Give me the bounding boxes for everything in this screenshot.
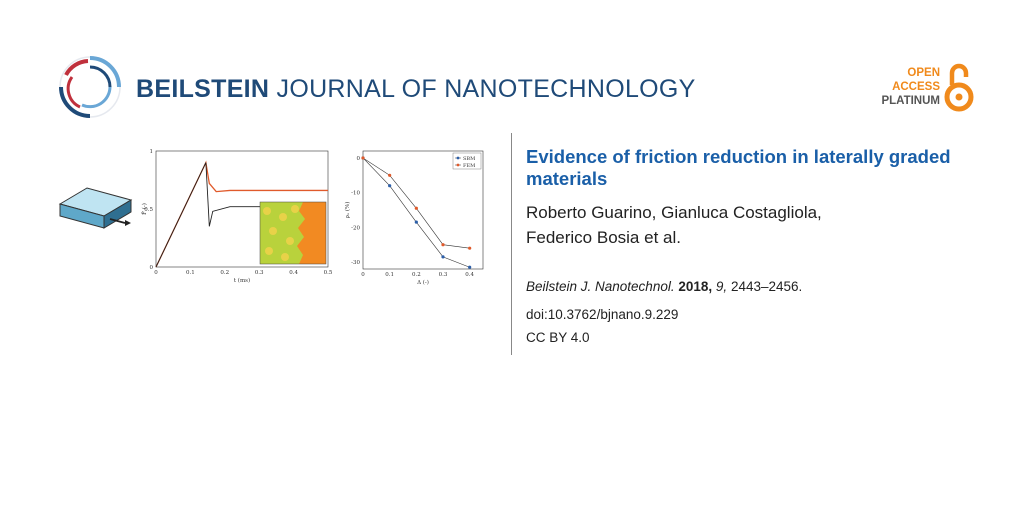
chart1-inset xyxy=(259,201,327,265)
chart1-x-label: t (ms) xyxy=(234,277,250,284)
chart2-point xyxy=(361,156,365,160)
inset-spot xyxy=(269,227,277,235)
journal-header: BEILSTEIN JOURNAL OF NANOTECHNOLOGY OPEN… xyxy=(58,55,974,119)
chart2-y-tick: -30 xyxy=(351,260,360,266)
badge-open: OPEN xyxy=(907,67,940,79)
chart1-y-tick: 1 xyxy=(150,149,154,155)
citation-journal: Beilstein J. Nanotechnol. xyxy=(526,279,675,294)
inset-border xyxy=(259,201,327,265)
chart2-frame xyxy=(362,150,484,270)
citation-pages: 2443–2456. xyxy=(730,279,803,294)
chart2-x-tick: 0.1 xyxy=(385,272,394,278)
chart1-y-tick: 0.5 xyxy=(144,207,153,213)
authors-line-2: Federico Bosia et al. xyxy=(526,228,681,247)
force-time-chart: 0 0.1 0.2 0.3 0.4 0.5 0 0.5 1 t (ms) F̄ (-) xyxy=(141,149,333,284)
chart2-x-label: Δ (-) xyxy=(417,279,429,286)
chart2-point xyxy=(441,243,445,247)
inset-spot xyxy=(291,205,299,213)
chart2-point xyxy=(468,265,472,269)
chart2-point xyxy=(388,173,392,177)
chart2-point xyxy=(468,246,472,250)
badge-platinum: PLATINUM xyxy=(881,95,940,107)
chart2-y-tick: -20 xyxy=(351,225,360,231)
chart2-point xyxy=(414,220,418,224)
journal-name-rest: JOURNAL OF NANOTECHNOLOGY xyxy=(276,75,696,103)
graded-block-illustration xyxy=(58,187,133,229)
chart2-x-tick: 0.3 xyxy=(439,272,448,278)
graphical-abstract: 0 0.1 0.2 0.3 0.4 0.5 0 0.5 1 t (ms) F̄ (-) 0 0.1 0.… xyxy=(58,149,484,286)
chart2-point xyxy=(441,255,445,259)
open-access-badge: OPEN ACCESS PLATINUM xyxy=(880,61,1000,117)
inset-spot xyxy=(279,213,287,221)
legend-marker xyxy=(456,156,460,160)
journal-name-bold: BEILSTEIN xyxy=(136,75,270,103)
authors-line-1: Roberto Guarino, Gianluca Costagliola, xyxy=(526,203,822,222)
chart1-y-tick: 0 xyxy=(150,265,154,271)
chart2-series-line xyxy=(362,157,470,249)
chart1-x-tick: 0.4 xyxy=(289,270,298,276)
article-citation: Beilstein J. Nanotechnol. 2018, 9, 2443–… xyxy=(526,279,802,294)
chart1-series-line xyxy=(155,162,294,268)
chart2-x-tick: 0.4 xyxy=(465,272,474,278)
inset-spot xyxy=(263,207,271,215)
chart1-x-tick: 0.5 xyxy=(324,270,333,276)
legend-label: SBM xyxy=(463,156,475,162)
article-title[interactable]: Evidence of friction reduction in latera… xyxy=(526,146,951,189)
chart2-y-tick: -10 xyxy=(351,191,360,197)
article-authors: Roberto Guarino, Gianluca Costagliola, F… xyxy=(526,200,966,250)
chart2-series-line xyxy=(362,157,470,268)
chart1-frame xyxy=(155,150,329,268)
chart1-x-tick: 0 xyxy=(154,270,158,276)
legend-marker xyxy=(456,163,460,167)
chart2-point xyxy=(414,206,418,210)
vertical-divider xyxy=(511,133,512,355)
chart1-x-tick: 0.3 xyxy=(255,270,264,276)
open-lock-icon xyxy=(944,63,974,112)
chart2-x-tick: 0 xyxy=(361,272,365,278)
journal-name[interactable]: BEILSTEIN JOURNAL OF NANOTECHNOLOGY xyxy=(136,75,696,104)
legend-label: FEM xyxy=(463,163,475,169)
chart2-x-tick: 0.2 xyxy=(412,272,421,278)
article-license[interactable]: CC BY 4.0 xyxy=(526,330,590,345)
citation-year: 2018, xyxy=(678,279,713,294)
badge-access: ACCESS xyxy=(892,81,940,93)
inset-spot xyxy=(286,237,294,245)
inset-spot xyxy=(281,253,289,261)
article-doi[interactable]: doi:10.3762/bjnano.9.229 xyxy=(526,307,679,322)
journal-logo-icon[interactable] xyxy=(58,55,122,119)
chart1-x-tick: 0.1 xyxy=(186,270,195,276)
inset-spot xyxy=(265,247,273,255)
chart1-x-tick: 0.2 xyxy=(220,270,229,276)
chart2-point xyxy=(388,184,392,188)
citation-volume: 9, xyxy=(715,279,728,294)
chart2-y-label: ρᵤ (%) xyxy=(344,202,351,219)
chart1-y-label: F̄ (-) xyxy=(141,203,148,215)
chart2-y-tick: 0 xyxy=(357,156,361,162)
